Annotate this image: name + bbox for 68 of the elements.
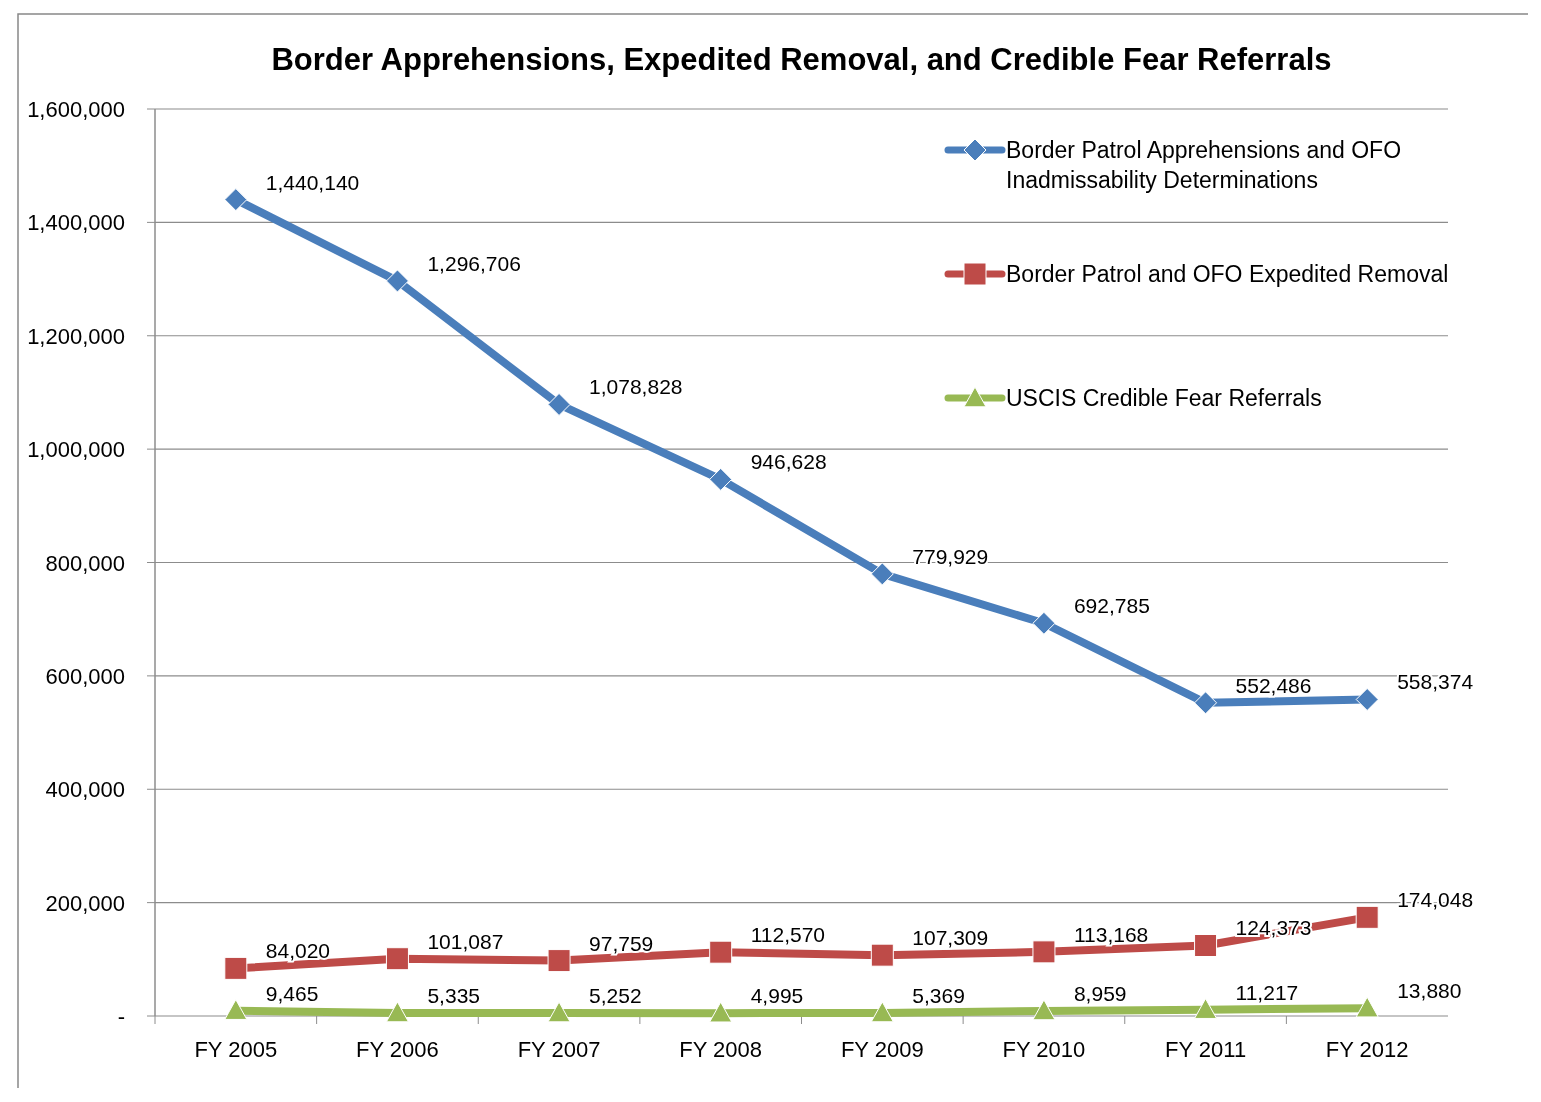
data-label: 779,929 (912, 544, 989, 568)
data-label: 84,020 (265, 939, 331, 963)
x-tick-label: FY 2005 (194, 1037, 278, 1062)
point (1032, 611, 1056, 635)
x-tick-label: FY 2009 (840, 1037, 924, 1062)
data-label: 13,880 (1397, 979, 1462, 1003)
y-tick-label: 1,600,000 (27, 97, 125, 122)
point (1194, 691, 1218, 715)
point (385, 269, 409, 293)
x-tick-label: FY 2011 (1164, 1037, 1247, 1062)
x-tick-label: FY 2007 (517, 1037, 601, 1062)
point (1194, 934, 1218, 957)
data-label: 692,785 (1073, 594, 1150, 618)
point (1355, 687, 1379, 711)
legend-label: USCIS Credible Fear Referrals (1006, 385, 1322, 411)
point (1355, 905, 1379, 929)
y-tick-label: 400,000 (45, 777, 125, 803)
point (547, 949, 571, 973)
data-label: 5,335 (427, 983, 480, 1007)
y-tick-label: 600,000 (45, 663, 125, 689)
data-label: 11,217 (1235, 980, 1299, 1004)
data-label: 97,759 (589, 931, 654, 955)
y-tick-label: 1,200,000 (27, 323, 125, 349)
point (870, 943, 894, 967)
point (1032, 999, 1056, 1021)
data-label: 4,995 (750, 984, 804, 1008)
data-label: 1,078,828 (589, 375, 683, 399)
data-label: 5,369 (912, 983, 965, 1007)
data-label: 174,048 (1397, 888, 1474, 912)
data-label: 558,374 (1397, 670, 1474, 694)
point (1355, 996, 1379, 1018)
point (224, 188, 248, 212)
x-tick-label: FY 2008 (679, 1037, 763, 1062)
data-label: 5,252 (589, 984, 642, 1008)
data-label: 8,959 (1073, 981, 1127, 1005)
chart-title: Border Apprehensions, Expedited Removal, and Credible Fear Referrals (271, 42, 1332, 77)
data-label: 101,087 (427, 929, 504, 953)
point (870, 562, 894, 586)
data-label: 107,309 (912, 926, 989, 950)
data-label: 1,296,706 (427, 251, 521, 275)
x-tick-label: FY 2012 (1325, 1037, 1409, 1062)
point (547, 1001, 571, 1023)
data-label: 946,628 (750, 450, 827, 474)
point (547, 392, 571, 416)
point (870, 1001, 894, 1023)
legend-label: Border Patrol and OFO Expedited Removal (1006, 261, 1449, 287)
data-label: 9,465 (265, 981, 319, 1005)
point (385, 947, 409, 971)
y-tick-label: - (117, 1004, 125, 1029)
data-label: 1,440,140 (265, 170, 360, 194)
point (385, 1001, 409, 1023)
y-tick-label: 200,000 (45, 890, 125, 916)
y-tick-label: 1,400,000 (27, 210, 125, 236)
point (709, 940, 733, 964)
point (709, 1001, 733, 1023)
point (224, 956, 248, 980)
data-label: 112,570 (750, 923, 826, 947)
data-label: 113,168 (1073, 922, 1149, 946)
y-tick-label: 1,000,000 (27, 437, 125, 463)
point (1032, 940, 1056, 964)
y-tick-label: 800,000 (45, 550, 125, 576)
legend-label: Border Patrol Apprehensions and OFO Inadmissability Determinations (1006, 137, 1402, 193)
point (224, 999, 248, 1020)
x-tick-label: FY 2006 (356, 1037, 439, 1062)
data-label: 552,486 (1235, 673, 1312, 697)
x-tick-label: FY 2010 (1002, 1037, 1086, 1062)
point (709, 467, 733, 491)
point (1194, 998, 1218, 1019)
